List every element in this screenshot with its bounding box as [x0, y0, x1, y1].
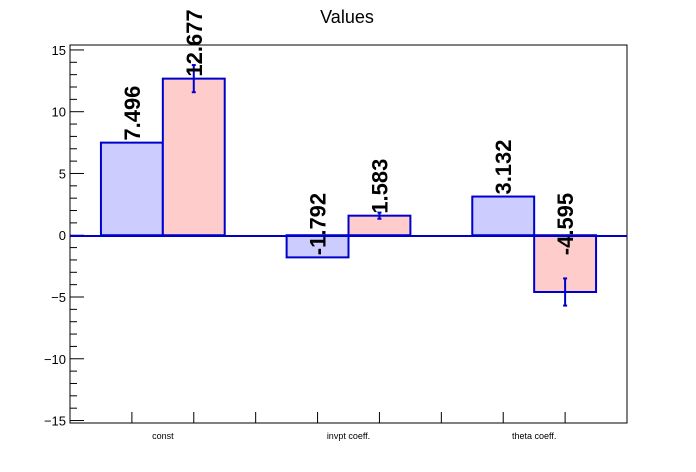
- bars: [99, 64, 598, 307]
- y-axis: −15 −10 −5 0 5 10 15: [44, 43, 84, 429]
- x-category-label: theta coeff.: [512, 431, 556, 441]
- y-tick-label: 15: [52, 43, 66, 58]
- bar: [161, 77, 226, 237]
- bar: [471, 195, 536, 237]
- bar-value-label: 3.132: [491, 139, 516, 194]
- y-tick-label: 5: [59, 166, 66, 181]
- plot-frame: [69, 44, 628, 424]
- x-axis: const invpt coeff. theta coeff.: [131, 412, 628, 441]
- bar-value-label: 1.583: [367, 159, 392, 214]
- bar-value-label: -4.595: [553, 193, 578, 255]
- y-tick-label: −15: [44, 414, 66, 429]
- x-category-label: const: [152, 431, 174, 441]
- y-tick-label: −5: [51, 290, 66, 305]
- bar-value-label: 12.677: [182, 9, 207, 76]
- x-category-label: invpt coeff.: [327, 431, 370, 441]
- y-tick-label: 10: [52, 105, 66, 120]
- bar-value-label: 7.496: [120, 86, 145, 141]
- y-tick-label: 0: [59, 228, 66, 243]
- chart-title: Values: [320, 7, 374, 27]
- bar: [99, 141, 164, 237]
- bar-value-label: -1.792: [306, 193, 331, 255]
- y-tick-label: −10: [44, 352, 66, 367]
- value-labels: 7.496 -1.792 3.132 12.677 1.583 -4.595: [120, 9, 578, 255]
